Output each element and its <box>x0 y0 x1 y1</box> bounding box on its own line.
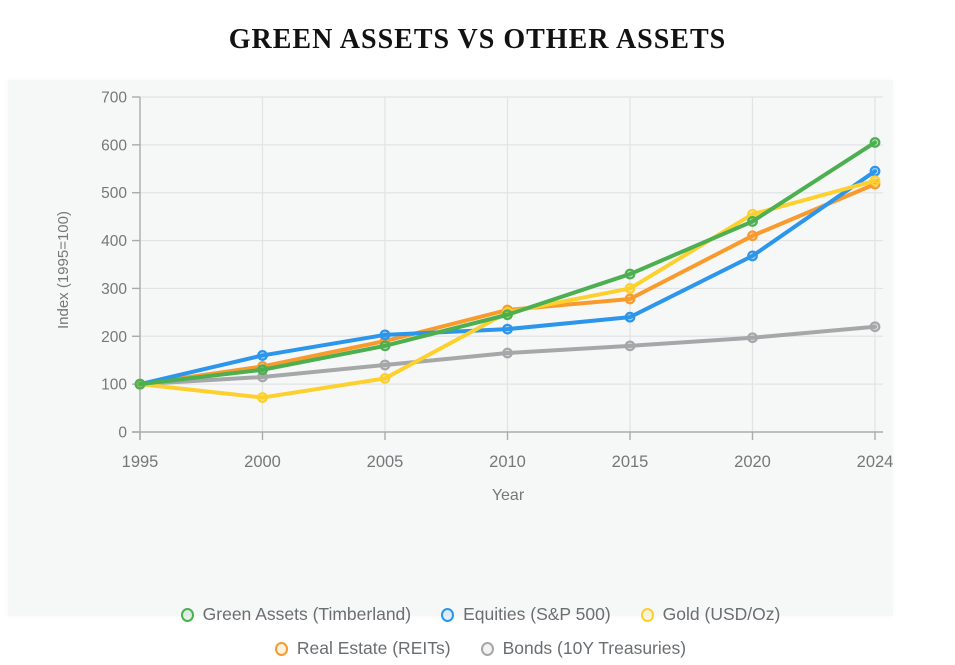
x-tick-label: 2000 <box>244 453 281 471</box>
equities-s-p-500-marker <box>624 311 636 323</box>
legend-label: Equities (S&P 500) <box>463 604 611 624</box>
legend-circle-icon <box>274 641 288 656</box>
gold-usd-oz-marker <box>869 175 881 187</box>
legend-row-2: Real Estate (REITs) Bonds (10Y Treasuries… <box>274 638 687 659</box>
legend-circle-icon <box>480 641 494 656</box>
equities-s-p-500-marker <box>747 250 758 262</box>
series-layer <box>134 137 881 403</box>
legend-item-gold-usd-oz: Gold (USD/Oz) <box>640 604 781 625</box>
legend-label: Green Assets (Timberland) <box>202 604 412 624</box>
legend-label: Bonds (10Y Treasuries) <box>502 638 687 658</box>
legend-row-1: Green Assets (Timberland) Equities (S&P 5… <box>180 604 781 625</box>
bonds-10y-treasuries-marker <box>869 321 881 333</box>
y-tick-label: 400 <box>101 233 127 250</box>
legend-label: Gold (USD/Oz) <box>662 604 781 624</box>
gold-usd-oz-marker <box>257 392 268 403</box>
tick-labels-layer: 0 100 200 300 400 500 600 700 1995 2000 2005 2010 20… <box>101 90 893 472</box>
legend-item-equities-s-p-500: Equities (S&P 500) <box>441 604 611 625</box>
legend-circle-icon <box>180 607 194 622</box>
gridlines-layer <box>140 96 883 432</box>
x-axis-title: Year <box>492 487 525 504</box>
y-tick-label: 600 <box>101 137 127 154</box>
green-assets-timberland-marker <box>624 268 636 280</box>
equities-s-p-500-marker <box>379 329 391 341</box>
green-assets-timberland-marker <box>747 216 758 227</box>
green-assets-timberland-marker <box>502 309 513 321</box>
x-tick-label: 1995 <box>122 453 159 471</box>
chart-legend: Green Assets (Timberland) Equities (S&P 5… <box>38 604 923 659</box>
bonds-10y-treasuries-marker <box>257 371 268 383</box>
x-tick-label: 2024 <box>857 453 894 471</box>
bonds-10y-treasuries-line <box>138 324 877 387</box>
x-tick-label: 2010 <box>489 453 526 471</box>
equities-s-p-500-marker <box>869 165 881 177</box>
y-tick-label: 0 <box>118 425 127 442</box>
y-tick-label: 700 <box>101 90 127 107</box>
bonds-10y-treasuries-marker <box>502 347 513 359</box>
equities-s-p-500-marker <box>502 323 513 335</box>
gold-usd-oz-marker <box>379 373 391 384</box>
y-axis-title: Index (1995=100) <box>55 211 72 329</box>
gold-usd-oz-line <box>138 178 877 400</box>
x-tick-label: 2020 <box>734 453 771 471</box>
legend-label: Real Estate (REITs) <box>296 638 451 658</box>
legend-item-bonds-10y-treasuries: Bonds (10Y Treasuries) <box>480 638 687 659</box>
chart-panel: Green Assets (Timberland) Equities (S&P 5… <box>8 80 893 658</box>
real-estate-reits-marker <box>624 293 636 305</box>
page-title: GREEN ASSETS VS OTHER ASSETS <box>228 24 727 55</box>
y-tick-label: 500 <box>101 185 127 202</box>
gold-usd-oz-marker <box>624 283 636 294</box>
y-tick-label: 100 <box>101 377 127 394</box>
real-estate-reits-marker <box>747 230 758 242</box>
legend-item-real-estate-reits: Real Estate (REITs) <box>274 638 451 659</box>
y-tick-label: 300 <box>101 281 127 298</box>
bonds-10y-treasuries-marker <box>379 359 391 371</box>
gold-usd-oz-marker <box>747 208 758 220</box>
bonds-10y-treasuries-marker <box>624 340 636 352</box>
x-tick-label: 2005 <box>367 453 404 471</box>
green-assets-timberland-marker <box>869 137 881 148</box>
green-assets-timberland-marker <box>257 364 268 376</box>
bonds-10y-treasuries-marker <box>747 332 758 344</box>
green-assets-timberland-marker <box>379 340 391 352</box>
equities-s-p-500-line <box>138 169 877 387</box>
green-assets-timberland-marker <box>134 378 146 390</box>
legend-item-green-assets-timberland: Green Assets (Timberland) <box>180 604 412 625</box>
equities-s-p-500-marker <box>257 350 268 361</box>
green-assets-timberland-line <box>138 140 877 387</box>
x-tick-label: 2015 <box>612 453 649 471</box>
legend-circle-icon <box>640 607 654 622</box>
legend-circle-icon <box>441 607 455 622</box>
y-tick-label: 200 <box>101 329 127 346</box>
